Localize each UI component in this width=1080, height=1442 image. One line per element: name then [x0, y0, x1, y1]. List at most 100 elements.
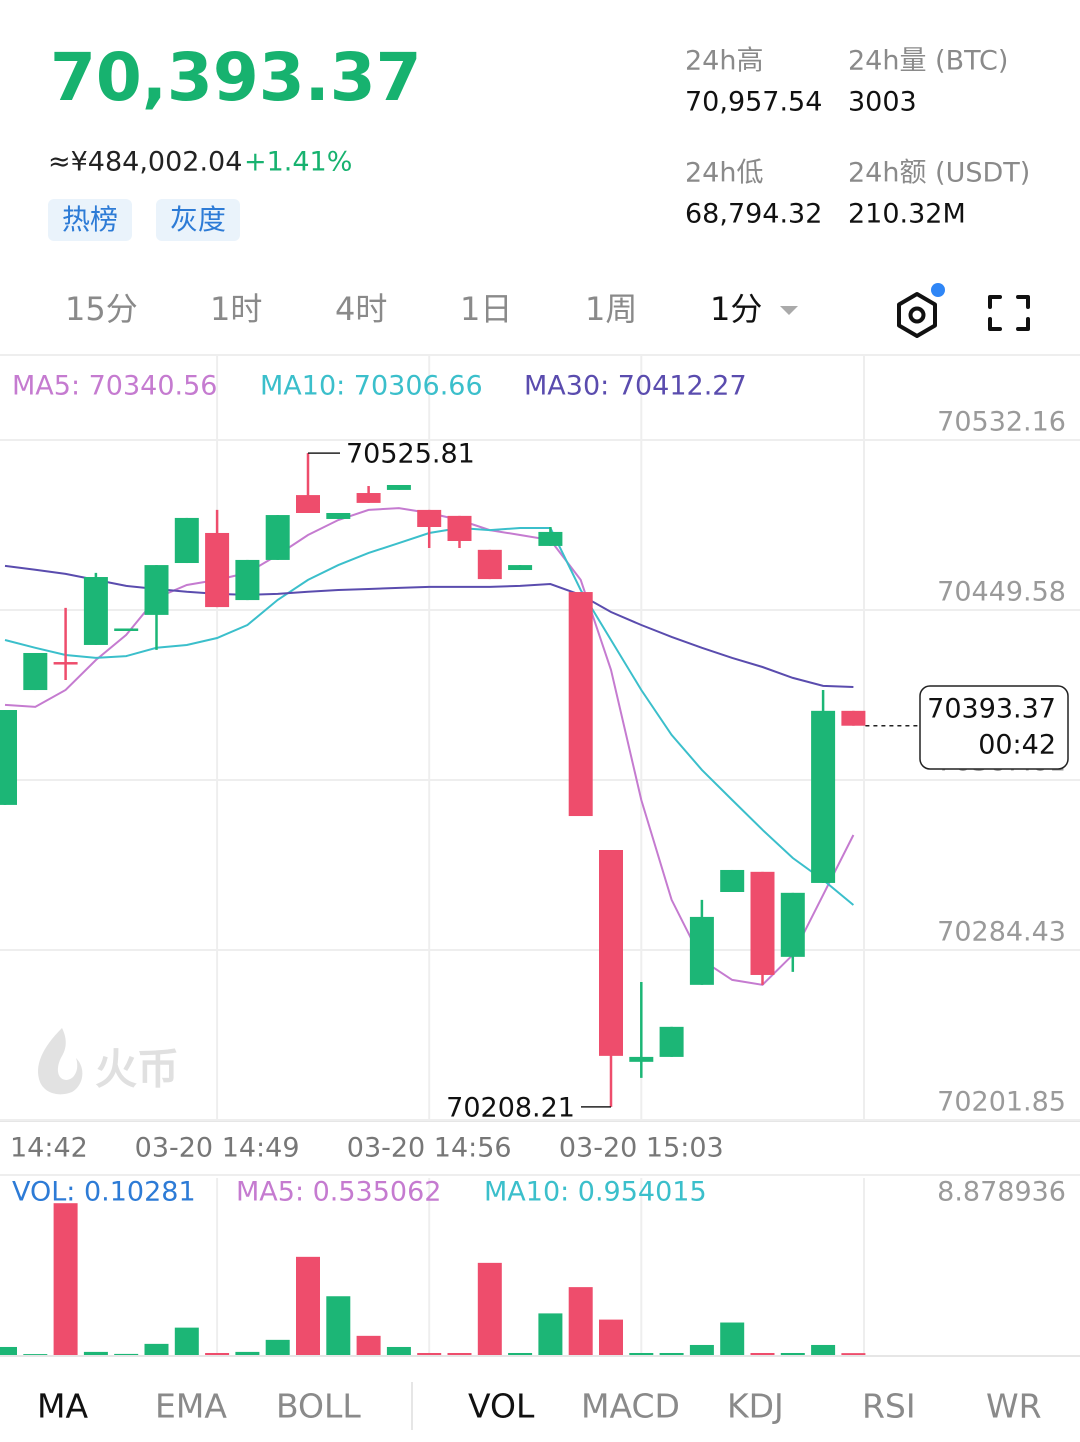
indicator-tab[interactable]: MACD [581, 1387, 680, 1426]
volume-bar [0, 1346, 17, 1355]
tag-bg [48, 199, 132, 241]
candle-body [720, 869, 745, 893]
hexagon-hole [908, 306, 926, 324]
indicator-tab[interactable]: EMA [155, 1387, 227, 1426]
high-annotation: 70525.81 [346, 439, 475, 470]
candle-body [23, 652, 48, 691]
price-box-value: 70393.37 [927, 694, 1056, 725]
y-tick-label: 70532.16 [937, 406, 1066, 437]
y-tick-label: 70284.43 [937, 916, 1066, 947]
candle-body [417, 509, 442, 527]
x-tick-label: 03-20 14:56 [347, 1133, 512, 1164]
candle-body [750, 871, 775, 975]
candle-body [386, 484, 411, 490]
hexagon [897, 292, 937, 338]
volume-bar [538, 1313, 563, 1355]
volume-bar [114, 1353, 139, 1355]
stat-value: 210.32M [848, 199, 966, 230]
volume-bar [720, 1322, 745, 1355]
stat-value: 3003 [848, 87, 917, 118]
settings-icon[interactable] [897, 283, 945, 338]
volume-bar [326, 1296, 351, 1355]
indicator-tab[interactable]: WR [986, 1387, 1042, 1426]
candle-body [599, 850, 623, 1056]
interval-tab[interactable]: 1日 [460, 290, 512, 328]
candle-body [205, 532, 230, 608]
candle-body [508, 565, 533, 571]
candle-body [144, 565, 169, 615]
volume-bar [386, 1346, 411, 1355]
indicator-tab[interactable]: RSI [862, 1387, 916, 1426]
interval-tab[interactable]: 4时 [335, 290, 387, 328]
volume-bar [629, 1352, 654, 1355]
volume-bar [841, 1353, 866, 1355]
interval-tab[interactable]: 1时 [210, 290, 262, 328]
y-tick-label: 8.878936 [937, 1177, 1066, 1208]
volume-bar [144, 1343, 169, 1355]
notification-dot [931, 283, 945, 297]
cny-price: ≈¥484,002.04 [48, 147, 242, 178]
watermark: 火币 [38, 1028, 179, 1095]
indicator-tab-active[interactable]: VOL [468, 1387, 535, 1426]
volume-bar [750, 1352, 775, 1355]
tag[interactable]: 灰度 [170, 203, 226, 236]
volume-bar [780, 1352, 805, 1355]
candle-body [811, 710, 836, 883]
candle-body [659, 1026, 684, 1057]
candle-body [841, 710, 866, 726]
candle-body [538, 531, 563, 546]
interval-tab[interactable]: 1周 [585, 290, 637, 328]
candle-body [0, 710, 17, 805]
candle-body [235, 559, 260, 601]
candle-body [326, 512, 351, 519]
y-tick-label: 70449.58 [937, 577, 1066, 608]
y-tick-label: 70201.85 [937, 1087, 1066, 1118]
volume-bar [689, 1344, 714, 1355]
stat-value: 68,794.32 [685, 199, 822, 230]
candle-body [114, 628, 139, 631]
candle-body [356, 493, 381, 503]
low-annotation: 70208.21 [446, 1092, 575, 1123]
volume-bar [265, 1339, 290, 1355]
interval-tab-active[interactable]: 1分 [710, 290, 762, 328]
stat-label: 24h高 [685, 46, 763, 77]
tag[interactable]: 热榜 [62, 203, 118, 236]
indicator-tab[interactable]: BOLL [276, 1387, 361, 1426]
candle-body [265, 515, 290, 560]
candle-body [296, 495, 320, 513]
last-price: 70,393.37 [50, 39, 422, 116]
indicator-tab-active[interactable]: MA [37, 1387, 88, 1426]
volume-bar [296, 1256, 320, 1355]
watermark-text: 火币 [95, 1045, 179, 1094]
interval-tab[interactable]: 15分 [65, 290, 138, 328]
candle-body [83, 577, 108, 645]
candle-body [477, 549, 502, 580]
legend-entry: VOL: 0.10281 [12, 1177, 196, 1208]
candle-body [780, 892, 805, 957]
legend-entry: MA10: 0.954015 [484, 1177, 707, 1208]
stat-label: 24h额 (USDT) [848, 158, 1030, 189]
fullscreen-icon[interactable] [988, 295, 1030, 331]
volume-bar [659, 1352, 684, 1355]
volume-bar [83, 1351, 108, 1355]
candle-body [568, 592, 593, 817]
x-tick-label: 03-20 15:03 [559, 1133, 724, 1164]
indicator-tab[interactable]: KDJ [727, 1387, 784, 1426]
candle-body [689, 916, 714, 985]
legend-entry: MA5: 0.535062 [236, 1177, 441, 1208]
volume-bar [447, 1352, 472, 1355]
volume-bar [23, 1354, 48, 1355]
price-box [919, 685, 1069, 770]
volume-bar [811, 1344, 836, 1355]
volume-bar [417, 1352, 442, 1355]
x-tick-label: 03-20 14:49 [135, 1133, 300, 1164]
volume-bar [235, 1351, 260, 1355]
legend-entry: MA30: 70412.27 [524, 371, 747, 402]
stat-value: 70,957.54 [685, 87, 822, 118]
volume-bar [205, 1352, 230, 1355]
stat-label: 24h量 (BTC) [848, 46, 1008, 77]
candle-body [174, 517, 199, 564]
dropdown-caret [780, 306, 798, 315]
